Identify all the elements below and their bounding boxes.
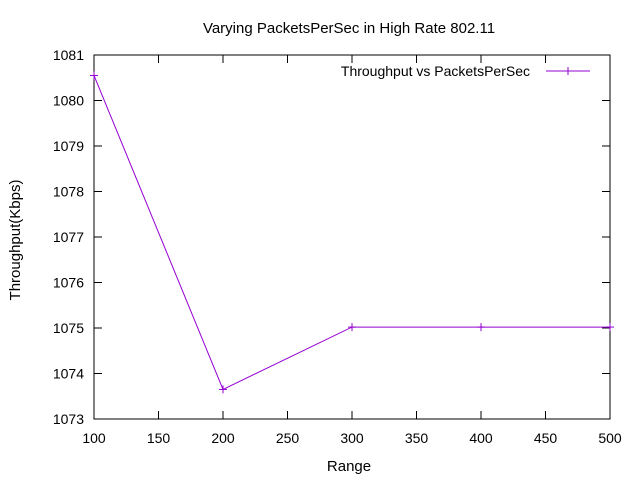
x-tick-label: 400 [469, 430, 493, 446]
y-tick-label: 1078 [53, 184, 84, 200]
y-tick-label: 1076 [53, 275, 84, 291]
chart-title: Varying PacketsPerSec in High Rate 802.1… [203, 20, 495, 37]
x-tick-label: 250 [276, 430, 300, 446]
y-tick-label: 1079 [53, 138, 84, 154]
x-tick-label: 500 [598, 430, 622, 446]
y-tick-label: 1081 [53, 47, 84, 63]
data-point [90, 71, 98, 80]
y-tick-label: 1073 [53, 411, 84, 427]
legend: Throughput vs PacketsPerSec [341, 63, 590, 79]
y-axis: 1073 1074 1075 1076 1077 1078 1079 1080 1081 [53, 47, 610, 427]
legend-marker [564, 67, 572, 75]
x-tick-label: 350 [405, 430, 429, 446]
x-axis: 100 150 200 250 300 350 400 450 500 [82, 55, 622, 446]
x-axis-label: Range [327, 458, 371, 475]
data-point [606, 323, 614, 332]
y-tick-label: 1077 [53, 229, 84, 245]
y-axis-label: Throughput(Kbps) [7, 180, 24, 301]
x-tick-label: 100 [82, 430, 106, 446]
data-point [477, 323, 485, 332]
data-point [348, 323, 356, 332]
legend-label: Throughput vs PacketsPerSec [341, 63, 530, 79]
data-point [219, 385, 227, 394]
y-tick-label: 1075 [53, 320, 84, 336]
series-layer [90, 71, 614, 394]
y-tick-label: 1080 [53, 93, 84, 109]
x-tick-label: 300 [340, 430, 364, 446]
x-tick-label: 200 [211, 430, 235, 446]
x-tick-label: 450 [534, 430, 558, 446]
series-line [93, 75, 610, 391]
y-tick-label: 1074 [53, 366, 84, 382]
x-tick-label: 150 [147, 430, 171, 446]
plot-frame [93, 54, 611, 420]
